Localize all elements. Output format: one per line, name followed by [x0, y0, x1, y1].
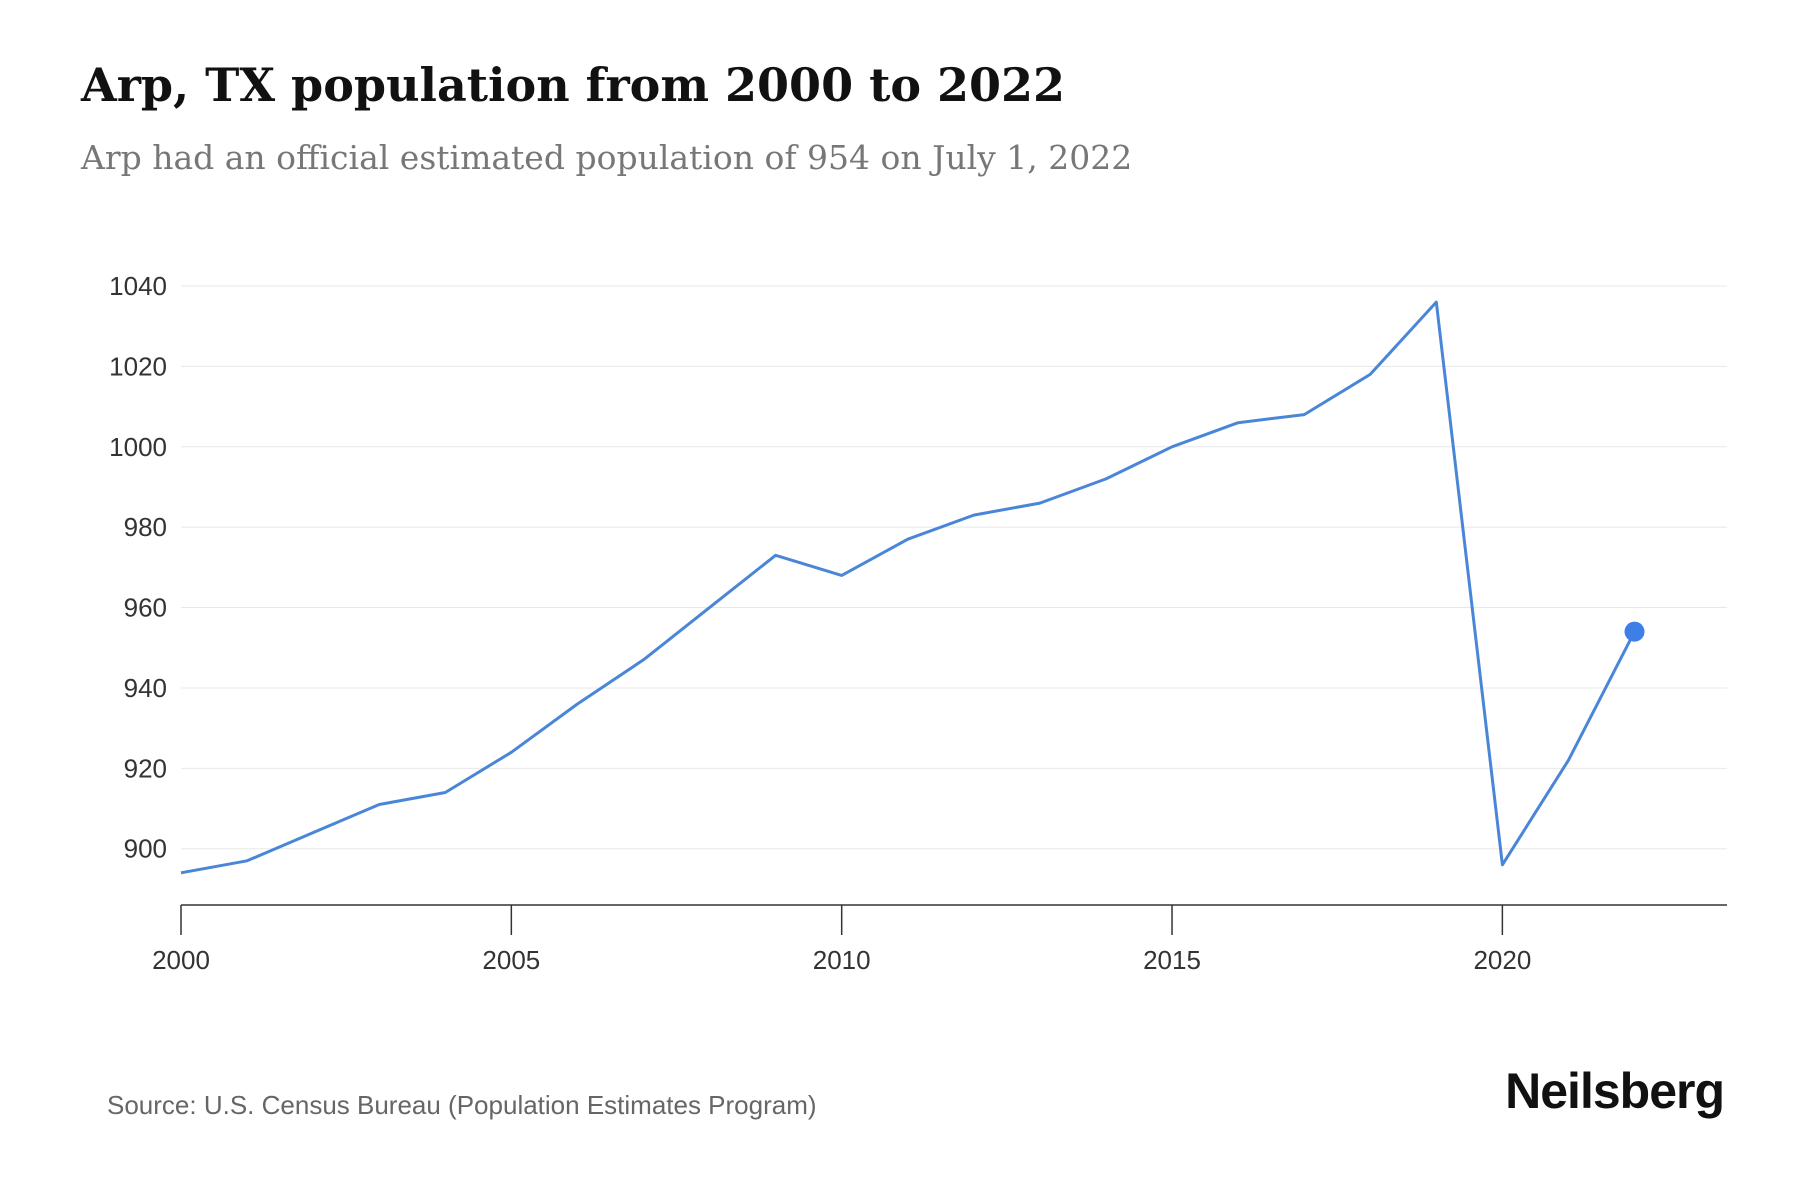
- brand-logo: Neilsberg: [1505, 1063, 1725, 1119]
- chart-subtitle: Arp had an official estimated population…: [81, 138, 1133, 177]
- y-tick-label-900: 900: [124, 834, 167, 864]
- chart-title: Arp, TX population from 2000 to 2022: [81, 58, 1066, 112]
- source-note: Source: U.S. Census Bureau (Population E…: [107, 1090, 817, 1120]
- x-axis: 2000 2005 2010 2015 2020: [152, 904, 1727, 975]
- x-tick-label-2015: 2015: [1143, 945, 1201, 975]
- latest-point-marker: [1624, 621, 1645, 642]
- y-axis-tick-labels: 900 920 940 960 980 1000 1020 1040: [109, 271, 167, 864]
- y-tick-label-1000: 1000: [109, 432, 167, 462]
- data-series: [180, 300, 1645, 875]
- x-tick-label-2010: 2010: [813, 945, 871, 975]
- y-tick-label-1040: 1040: [109, 271, 167, 301]
- x-tick-label-2005: 2005: [482, 945, 540, 975]
- x-tick-label-2020: 2020: [1473, 945, 1531, 975]
- gridlines: [181, 285, 1727, 850]
- y-tick-label-1020: 1020: [109, 351, 167, 381]
- x-tick-label-2000: 2000: [152, 945, 210, 975]
- y-tick-label-920: 920: [124, 753, 167, 783]
- y-tick-label-960: 960: [124, 593, 167, 623]
- y-tick-label-940: 940: [124, 673, 167, 703]
- y-tick-label-980: 980: [124, 512, 167, 542]
- population-series-line: [180, 300, 1636, 875]
